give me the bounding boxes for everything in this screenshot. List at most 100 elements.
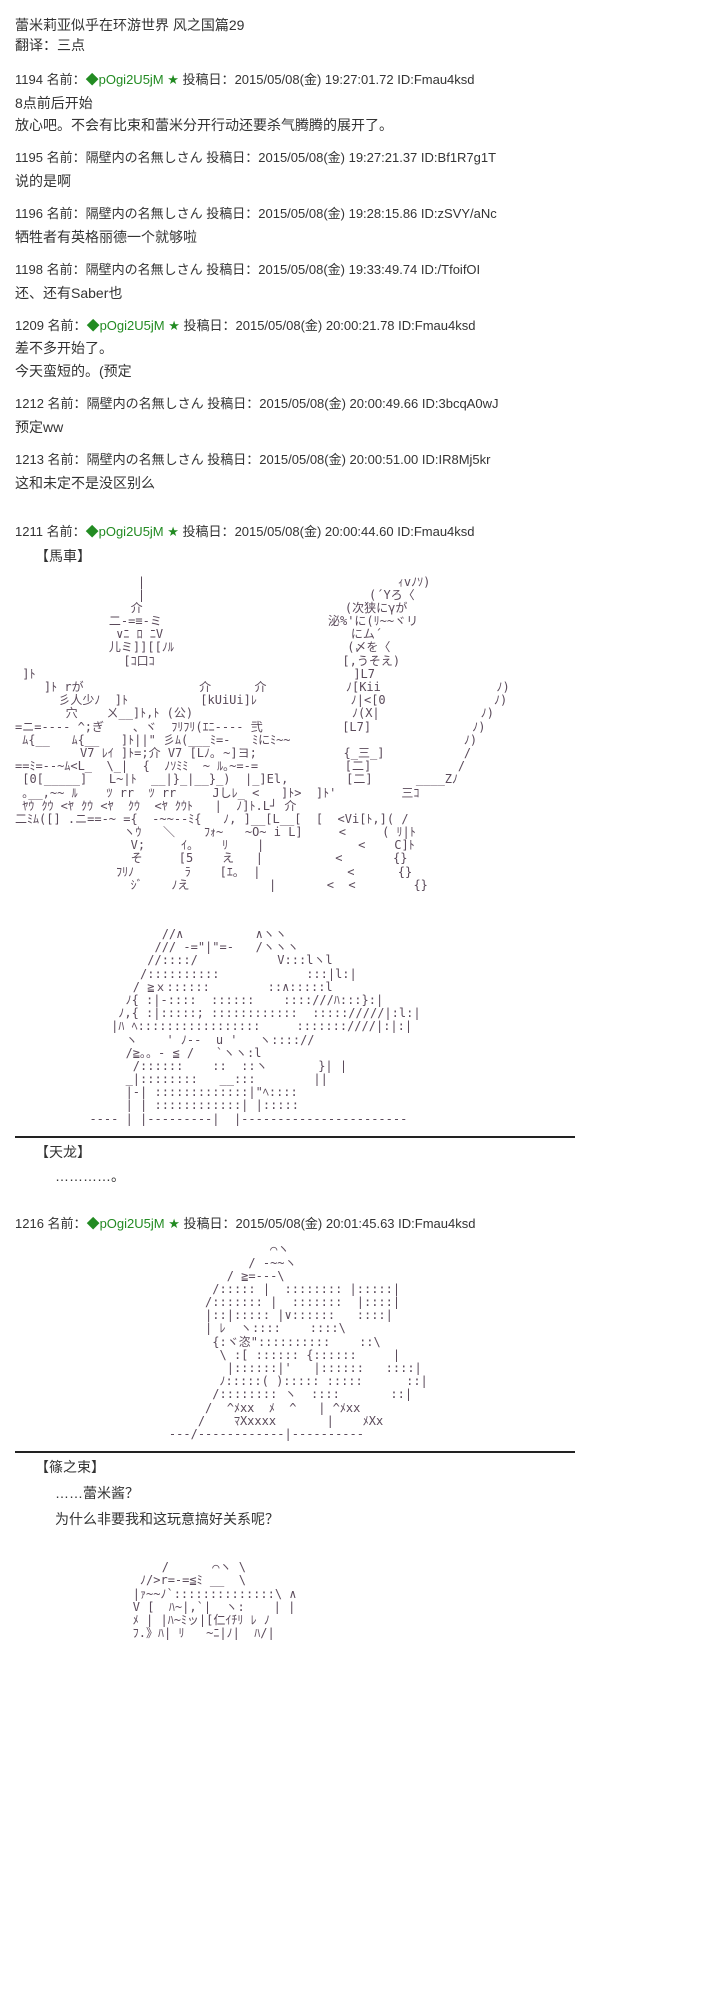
post-date: 2015/05/08(金) 20:00:51.00	[259, 452, 418, 467]
post-number: 1196	[15, 206, 43, 221]
post-header: 1211 名前：◆pOgi2U5jM ★ 投稿日：2015/05/08(金) 2…	[15, 522, 705, 542]
post-number: 1212	[15, 396, 44, 411]
post-name: 隔壁内の名無しさん	[86, 150, 203, 165]
id-label: ID:	[397, 72, 414, 87]
post-number: 1216	[15, 1216, 44, 1231]
aa-art-dragon: //∧ ∧ヽヽ /// -="|"=- /ヽヽヽ //::::/ V:::lヽl…	[75, 928, 705, 1126]
dots-line: …………。	[55, 1166, 705, 1186]
post-1213: 1213 名前：隔壁内の名無しさん 投稿日：2015/05/08(金) 20:0…	[15, 450, 705, 494]
name-label: 名前：	[48, 1216, 87, 1231]
post-id: Fmau4ksd	[414, 72, 475, 87]
post-date: 2015/05/08(金) 19:28:15.86	[258, 206, 417, 221]
post-header: 1213 名前：隔壁内の名無しさん 投稿日：2015/05/08(金) 20:0…	[15, 450, 705, 470]
post-number: 1213	[15, 452, 44, 467]
post-date: 2015/05/08(金) 19:33:49.74	[258, 262, 417, 277]
bracket-label-basha: 【馬車】	[35, 546, 705, 566]
post-number: 1211	[15, 524, 43, 539]
name-label: 名前：	[47, 72, 86, 87]
name-label: 名前：	[47, 206, 86, 221]
date-label: 投稿日：	[207, 396, 259, 411]
post-number: 1195	[15, 150, 43, 165]
name-label: 名前：	[47, 524, 86, 539]
name-label: 名前：	[47, 262, 86, 277]
name-label: 名前：	[48, 452, 87, 467]
post-header: 1198 名前：隔壁内の名無しさん 投稿日：2015/05/08(金) 19:3…	[15, 260, 705, 280]
post-body: 预定ww	[15, 416, 705, 438]
body-line: 差不多开始了。	[15, 337, 705, 359]
date-label: 投稿日：	[206, 150, 258, 165]
post-id: Bf1R7g1T	[438, 150, 497, 165]
post-name: 隔壁内の名無しさん	[87, 452, 204, 467]
post-number: 1209	[15, 318, 44, 333]
divider-line	[15, 1136, 575, 1138]
id-label: ID:	[422, 452, 439, 467]
post-date: 2015/05/08(金) 20:00:44.60	[235, 524, 394, 539]
post-body: 还、还有Saber也	[15, 282, 705, 304]
post-1216: 1216 名前：◆pOgi2U5jM ★ 投稿日：2015/05/08(金) 2…	[15, 1214, 705, 1640]
translator-line: 翻译：三点	[15, 35, 705, 55]
post-body: 这和未定不是没区别么	[15, 472, 705, 494]
post-header: 1196 名前：隔壁内の名無しさん 投稿日：2015/05/08(金) 19:2…	[15, 204, 705, 224]
post-body: 说的是啊	[15, 170, 705, 192]
id-label: ID:	[421, 206, 438, 221]
post-trip[interactable]: ◆pOgi2U5jM	[87, 1216, 165, 1231]
aa-art-castle: | ｨvﾉｿ) | (´Yろ〈 介 (次狭にγが 二-=≡-ミ 泌%'に(ﾘ~~…	[15, 576, 705, 893]
thread-title-block: 蕾米莉亚似乎在环游世界 风之国篇29 翻译：三点	[15, 15, 705, 55]
post-date: 2015/05/08(金) 19:27:21.37	[258, 150, 417, 165]
post-trip[interactable]: ◆pOgi2U5jM	[86, 72, 164, 87]
dialogue-line: ……蕾米酱？	[55, 1483, 705, 1503]
bracket-label-shinonoso: 【篠之束】	[35, 1457, 705, 1477]
star-icon: ★	[167, 524, 179, 539]
post-header: 1216 名前：◆pOgi2U5jM ★ 投稿日：2015/05/08(金) 2…	[15, 1214, 705, 1234]
post-trip[interactable]: ◆pOgi2U5jM	[87, 318, 165, 333]
date-label: 投稿日：	[183, 524, 235, 539]
post-1209: 1209 名前：◆pOgi2U5jM ★ 投稿日：2015/05/08(金) 2…	[15, 316, 705, 382]
post-1211: 1211 名前：◆pOgi2U5jM ★ 投稿日：2015/05/08(金) 2…	[15, 522, 705, 1186]
post-number: 1198	[15, 262, 43, 277]
date-label: 投稿日：	[206, 206, 258, 221]
body-line: 预定ww	[15, 416, 705, 438]
post-header: 1212 名前：隔壁内の名無しさん 投稿日：2015/05/08(金) 20:0…	[15, 394, 705, 414]
dialogue-line: 为什么非要我和这玩意搞好关系呢？	[55, 1509, 705, 1529]
post-date: 2015/05/08(金) 20:00:49.66	[259, 396, 418, 411]
body-line: 还、还有Saber也	[15, 282, 705, 304]
body-line: 今天蛮短的。(预定	[15, 360, 705, 382]
post-date: 2015/05/08(金) 20:00:21.78	[236, 318, 395, 333]
body-line: 这和未定不是没区别么	[15, 472, 705, 494]
post-id: Fmau4ksd	[415, 1216, 476, 1231]
id-label: ID:	[398, 1216, 415, 1231]
post-id: Fmau4ksd	[414, 524, 475, 539]
date-label: 投稿日：	[184, 318, 236, 333]
id-label: ID:	[421, 262, 438, 277]
post-1212: 1212 名前：隔壁内の名無しさん 投稿日：2015/05/08(金) 20:0…	[15, 394, 705, 438]
body-line: 放心吧。不会有比束和蕾米分开行动还要杀气腾腾的展开了。	[15, 114, 705, 136]
post-name: 隔壁内の名無しさん	[86, 206, 203, 221]
post-name: 隔壁内の名無しさん	[87, 396, 204, 411]
post-number: 1194	[15, 72, 43, 87]
post-header: 1209 名前：◆pOgi2U5jM ★ 投稿日：2015/05/08(金) 2…	[15, 316, 705, 336]
body-line: 牺牲者有英格丽德一个就够啦	[15, 226, 705, 248]
post-id: Fmau4ksd	[415, 318, 476, 333]
date-label: 投稿日：	[207, 452, 259, 467]
post-id: IR8Mj5kr	[438, 452, 490, 467]
name-label: 名前：	[47, 150, 86, 165]
post-header: 1194 名前：◆pOgi2U5jM ★ 投稿日：2015/05/08(金) 1…	[15, 70, 705, 90]
post-id: zSVY/aNc	[438, 206, 497, 221]
thread-title: 蕾米莉亚似乎在环游世界 风之国篇29	[15, 15, 705, 35]
post-body: 差不多开始了。 今天蛮短的。(预定	[15, 337, 705, 382]
post-name: 隔壁内の名無しさん	[86, 262, 203, 277]
post-body: 8点前后开始 放心吧。不会有比束和蕾米分开行动还要杀气腾腾的展开了。	[15, 92, 705, 137]
body-line: 说的是啊	[15, 170, 705, 192]
post-1198: 1198 名前：隔壁内の名無しさん 投稿日：2015/05/08(金) 19:3…	[15, 260, 705, 304]
name-label: 名前：	[48, 318, 87, 333]
post-1194: 1194 名前：◆pOgi2U5jM ★ 投稿日：2015/05/08(金) 1…	[15, 70, 705, 136]
id-label: ID:	[398, 318, 415, 333]
post-trip[interactable]: ◆pOgi2U5jM	[86, 524, 164, 539]
post-date: 2015/05/08(金) 19:27:01.72	[235, 72, 394, 87]
post-date: 2015/05/08(金) 20:01:45.63	[236, 1216, 395, 1231]
post-header: 1195 名前：隔壁内の名無しさん 投稿日：2015/05/08(金) 19:2…	[15, 148, 705, 168]
id-label: ID:	[421, 150, 438, 165]
post-1195: 1195 名前：隔壁内の名無しさん 投稿日：2015/05/08(金) 19:2…	[15, 148, 705, 192]
divider-line	[15, 1451, 575, 1453]
aa-art-partial: / ⌒ヽ \ ﾉ/>r=-=≦ﾐ __ \ |ｧ~~ﾉ`::::::::::::…	[75, 1561, 705, 1640]
